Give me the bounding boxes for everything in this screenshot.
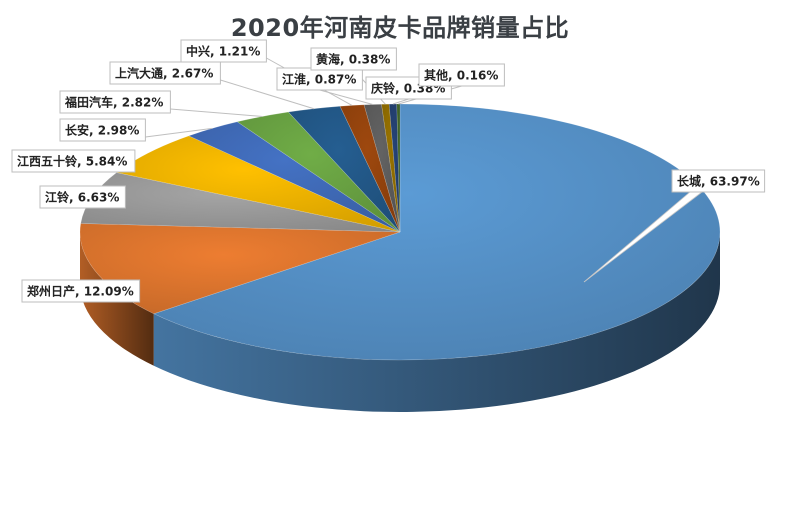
slice-黄海 (381, 103, 401, 233)
data-label-text: 黄海, 0.38% (316, 52, 390, 67)
slice-长城 (153, 103, 721, 361)
data-label-text: 上汽大通, 2.67% (115, 66, 213, 81)
data-label-福田汽车: 福田汽车, 2.82% (59, 90, 171, 114)
data-label-黄海: 黄海, 0.38% (310, 47, 397, 71)
chart-title: 2020年河南皮卡品牌销量占比 (230, 14, 570, 42)
slice-side-长城 (153, 232, 720, 412)
data-label-郑州日产: 郑州日产, 12.09% (21, 279, 141, 303)
slice-郑州日产 (79, 223, 401, 315)
data-label-text: 郑州日产, 12.09% (27, 284, 134, 299)
slice-江淮 (363, 103, 401, 233)
leader-line-长安 (145, 127, 213, 138)
data-label-text: 江淮, 0.87% (282, 72, 356, 87)
slice-长安 (188, 121, 401, 233)
data-label-text: 江西五十铃, 5.84% (17, 154, 127, 169)
data-label-江淮: 江淮, 0.87% (276, 67, 363, 91)
leader-line-江淮 (319, 89, 373, 105)
leader-line-福田汽车 (170, 108, 263, 117)
data-label-text: 长安, 2.98% (65, 123, 139, 138)
data-label-text: 中兴, 1.21% (186, 44, 260, 59)
data-label-上汽大通: 上汽大通, 2.67% (109, 61, 221, 85)
leader-line-庆铃 (392, 98, 409, 105)
data-label-江铃: 江铃, 6.63% (39, 185, 126, 209)
data-label-text: 其他, 0.16% (424, 68, 498, 83)
data-label-text: 福田汽车, 2.82% (64, 95, 163, 110)
data-label-长安: 长安, 2.98% (59, 118, 146, 142)
data-label-text: 江铃, 6.63% (45, 190, 119, 205)
data-label-中兴: 中兴, 1.21% (180, 39, 267, 63)
data-label-江西五十铃: 江西五十铃, 5.84% (11, 149, 136, 173)
data-label-text: 长城, 63.97% (677, 174, 760, 189)
data-label-长城: 长城, 63.97% (671, 169, 766, 193)
slice-中兴 (339, 104, 401, 233)
data-label-其他: 其他, 0.16% (418, 63, 505, 87)
leader-line-上汽大通 (220, 79, 315, 110)
